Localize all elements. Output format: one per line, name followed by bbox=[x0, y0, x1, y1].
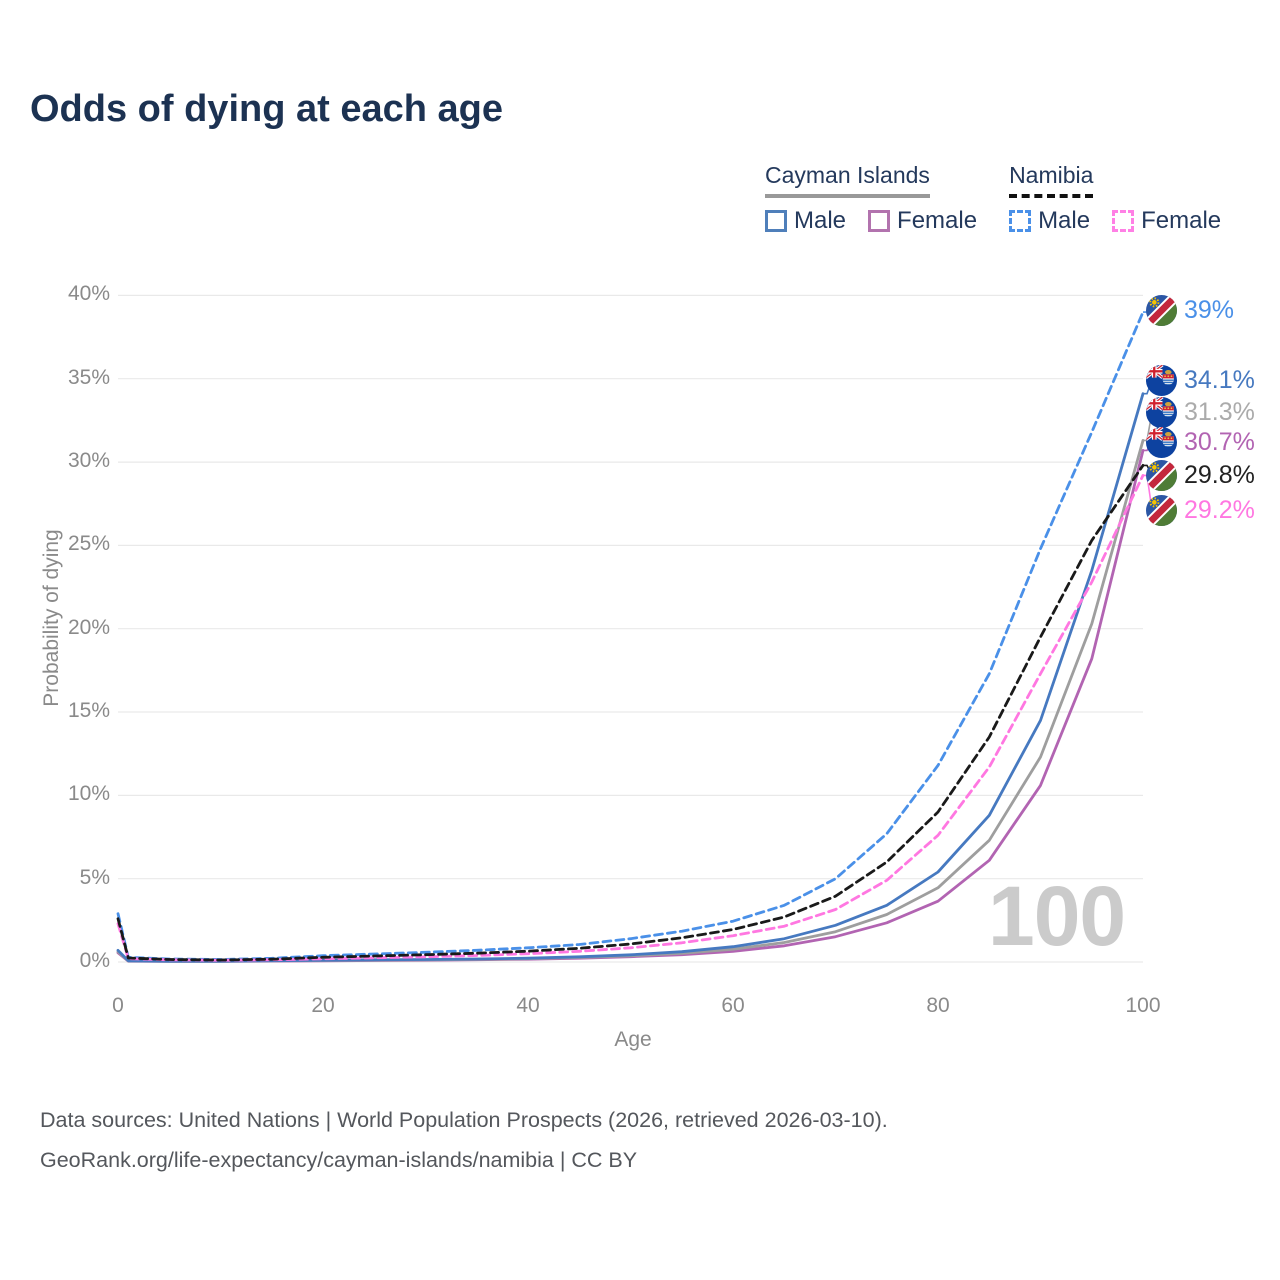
y-tick-label: 0% bbox=[79, 949, 110, 972]
series-line-cayman_total[interactable] bbox=[116, 439, 1145, 963]
x-tick-label: 0 bbox=[112, 994, 124, 1017]
series-value-label: 31.3% bbox=[1184, 397, 1255, 426]
legend-country-namibia[interactable]: Namibia bbox=[1009, 162, 1094, 198]
legend: Cayman Islands Male Female Namibia Male bbox=[765, 162, 1221, 235]
legend-group-cayman-islands: Cayman Islands Male Female bbox=[765, 162, 977, 235]
legend-item-cayman-male[interactable]: Male bbox=[765, 207, 846, 235]
legend-group-namibia: Namibia Male Female bbox=[1009, 162, 1221, 235]
legend-item-label: Male bbox=[1038, 207, 1091, 234]
x-tick-label: 100 bbox=[1125, 994, 1161, 1017]
footer-attribution: GeoRank.org/life-expectancy/cayman-islan… bbox=[40, 1148, 638, 1172]
series-line-namibia_female[interactable] bbox=[116, 474, 1145, 962]
legend-country-cayman-islands[interactable]: Cayman Islands bbox=[765, 162, 930, 198]
namibia-flag-icon bbox=[1146, 459, 1177, 491]
footer-data-sources: Data sources: United Nations | World Pop… bbox=[40, 1108, 888, 1132]
series-end-label-namibia_total: 29.8% bbox=[1146, 459, 1255, 491]
y-tick-label: 5% bbox=[79, 865, 110, 889]
series-value-label: 34.1% bbox=[1184, 365, 1255, 394]
series-line-cayman_male[interactable] bbox=[116, 392, 1145, 963]
series-end-label-namibia_male: 39% bbox=[1146, 294, 1234, 326]
namibia-male-swatch-icon[interactable] bbox=[1009, 210, 1032, 232]
legend-item-label: Male bbox=[794, 207, 847, 234]
y-tick-label: 25% bbox=[67, 532, 110, 556]
x-axis-title: Age bbox=[614, 1028, 652, 1051]
series-value-label: 29.8% bbox=[1184, 460, 1255, 489]
legend-items-cayman-islands: Male Female bbox=[765, 207, 977, 235]
y-tick-label: 15% bbox=[67, 699, 110, 723]
namibia-flag-icon bbox=[1146, 494, 1177, 526]
series-value-label: 29.2% bbox=[1184, 495, 1255, 524]
legend-item-namibia-female[interactable]: Female bbox=[1112, 207, 1221, 235]
page-title: Odds of dying at each age bbox=[30, 88, 503, 130]
y-tick-label: 40% bbox=[67, 282, 110, 306]
x-tick-label: 60 bbox=[721, 994, 745, 1017]
cayman-male-swatch-icon[interactable] bbox=[765, 210, 787, 232]
y-tick-label: 10% bbox=[67, 782, 110, 806]
series-line-namibia_male[interactable] bbox=[116, 310, 1145, 961]
series-line-namibia_total[interactable] bbox=[116, 464, 1145, 962]
cayman-islands-flag-icon bbox=[1146, 396, 1177, 428]
legend-item-label: Female bbox=[1141, 207, 1222, 234]
y-tick-label: 20% bbox=[67, 615, 110, 639]
x-tick-label: 80 bbox=[926, 994, 950, 1017]
y-tick-label: 30% bbox=[67, 449, 110, 473]
legend-item-cayman-female[interactable]: Female bbox=[868, 207, 977, 235]
namibia-flag-icon bbox=[1146, 294, 1177, 326]
series-end-label-namibia_female: 29.2% bbox=[1146, 494, 1255, 526]
legend-items-namibia: Male Female bbox=[1009, 207, 1221, 235]
cayman-female-swatch-icon[interactable] bbox=[868, 210, 891, 232]
namibia-female-swatch-icon[interactable] bbox=[1112, 210, 1135, 232]
cayman-islands-flag-icon bbox=[1146, 364, 1177, 396]
series-line-cayman_female[interactable] bbox=[116, 449, 1145, 963]
series-end-label-cayman_female: 30.7% bbox=[1146, 426, 1255, 458]
legend-item-namibia-male[interactable]: Male bbox=[1009, 207, 1090, 235]
age-counter-watermark: 100 bbox=[988, 869, 1126, 963]
y-tick-label: 35% bbox=[67, 365, 110, 389]
x-tick-label: 20 bbox=[311, 994, 335, 1017]
legend-item-label: Female bbox=[897, 207, 978, 234]
series-end-label-cayman_male: 34.1% bbox=[1146, 364, 1255, 396]
series-value-label: 30.7% bbox=[1184, 427, 1255, 456]
series-end-label-cayman_total: 31.3% bbox=[1146, 396, 1255, 428]
x-tick-label: 40 bbox=[516, 994, 540, 1017]
cayman-islands-flag-icon bbox=[1146, 426, 1177, 458]
series-value-label: 39% bbox=[1184, 295, 1235, 324]
